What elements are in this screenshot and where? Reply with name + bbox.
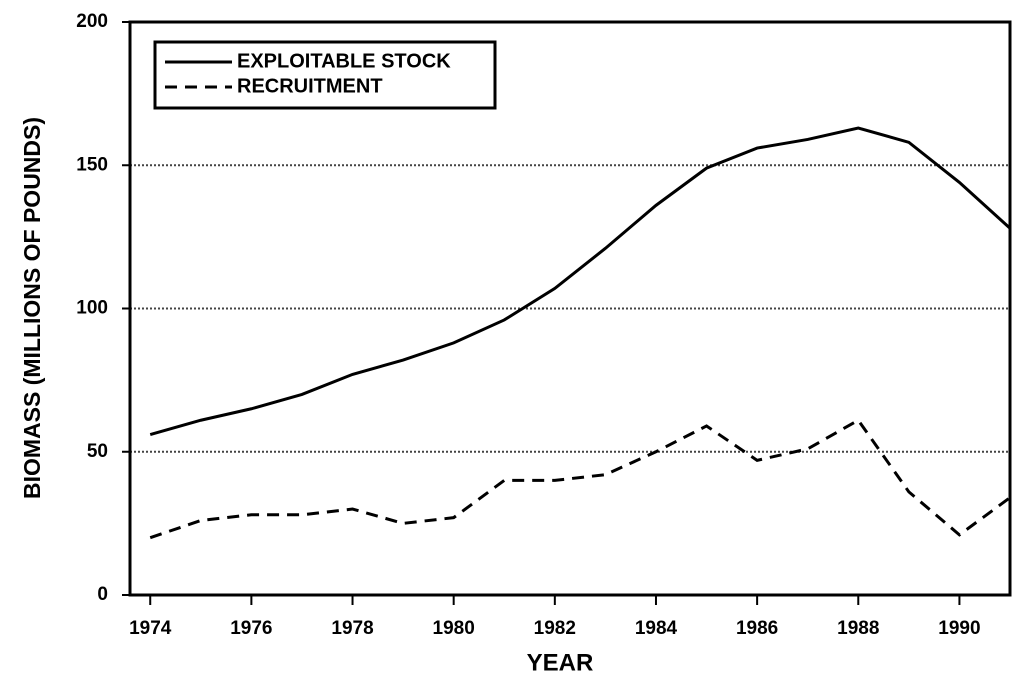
x-tick-label: 1976: [230, 618, 272, 639]
y-tick-label: 150: [76, 154, 108, 175]
y-tick-label: 50: [87, 441, 108, 462]
x-tick-label: 1982: [534, 618, 576, 639]
y-tick-label: 0: [97, 584, 108, 605]
x-tick-label: 1974: [129, 618, 172, 639]
line-series: [149, 126, 1012, 437]
y-tick-label: 100: [76, 298, 108, 319]
x-axis-label: YEAR: [527, 649, 594, 676]
x-tick-label: 1978: [331, 618, 373, 639]
line-series: [149, 418, 1011, 540]
x-tick-label: 1990: [938, 618, 980, 639]
legend-box: [153, 40, 497, 110]
y-tick-label: 200: [76, 11, 108, 32]
x-tick-label: 1988: [837, 618, 879, 639]
plot-frame: [128, 20, 1012, 597]
legend-label: RECRUITMENT: [237, 75, 383, 97]
x-tick-label: 1984: [635, 618, 678, 639]
y-axis-label: BIOMASS (MILLIONS OF POUNDS): [19, 117, 45, 499]
legend-label: EXPLOITABLE STOCK: [237, 50, 451, 72]
x-tick-label: 1980: [433, 618, 475, 639]
x-tick-label: 1986: [736, 618, 778, 639]
